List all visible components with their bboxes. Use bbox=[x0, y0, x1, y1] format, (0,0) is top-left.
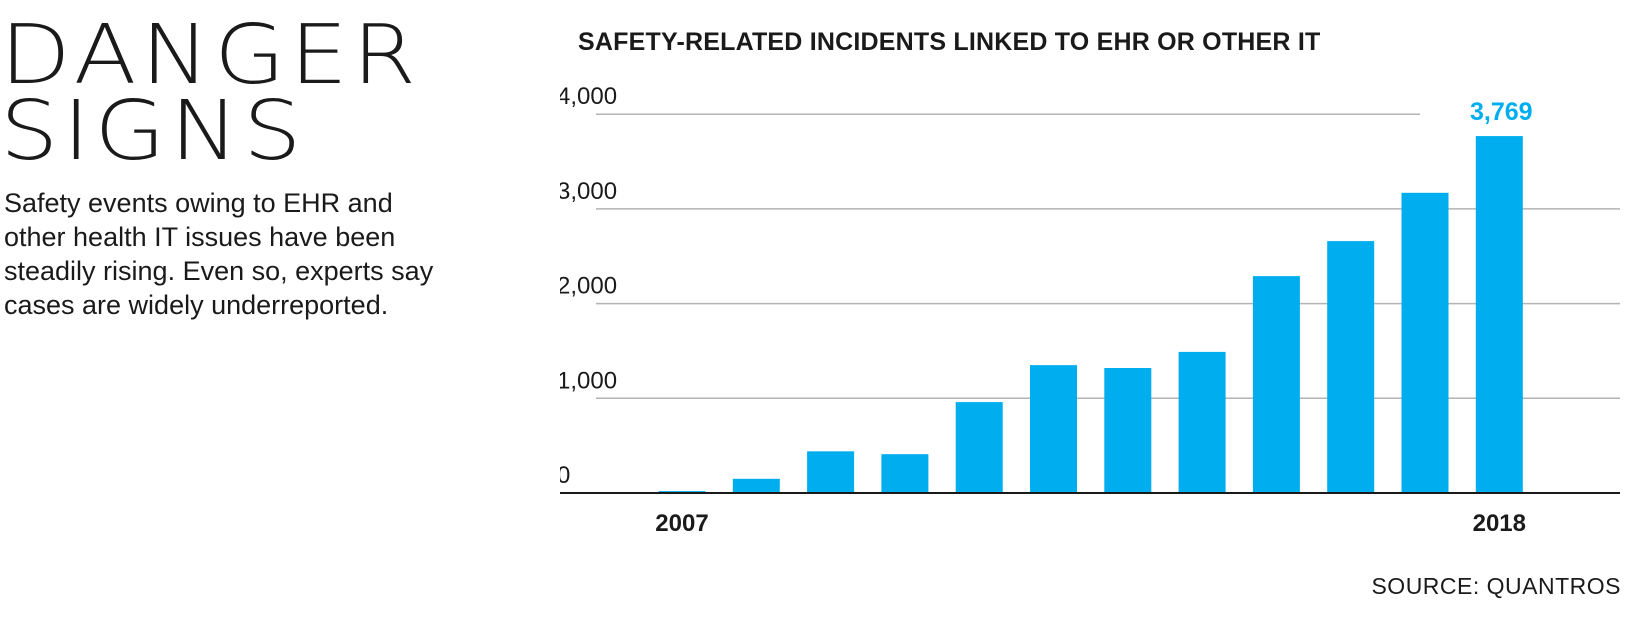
source-note: SOURCE: QUANTROS bbox=[1371, 573, 1621, 599]
y-tick-label: 0 bbox=[560, 462, 570, 489]
bar bbox=[1178, 351, 1226, 493]
x-tick-label: 2018 bbox=[1473, 510, 1526, 537]
headline-line-1: DANGER bbox=[0, 8, 421, 103]
data-label: 3,769 bbox=[1470, 98, 1533, 126]
y-tick-label: 2,000 bbox=[560, 273, 617, 300]
bar bbox=[1475, 136, 1523, 494]
y-tick-label: 4,000 bbox=[560, 83, 617, 110]
bar bbox=[1401, 192, 1449, 493]
bar bbox=[732, 478, 780, 493]
bar bbox=[1104, 367, 1152, 493]
deck-text: Safety events owing to EHR and other hea… bbox=[4, 188, 434, 320]
bar bbox=[955, 402, 1003, 493]
bar bbox=[881, 454, 929, 493]
bar bbox=[1030, 365, 1077, 493]
chart-title: SAFETY-RELATED INCIDENTS LINKED TO EHR O… bbox=[578, 28, 1321, 56]
bar bbox=[1252, 276, 1300, 493]
bar-chart: 0 1,000 2,000 3,000 4,000 2007 3,769 2018 bbox=[560, 83, 1620, 537]
y-tick-label: 1,000 bbox=[560, 367, 617, 394]
x-tick-label: 2007 bbox=[655, 510, 708, 537]
bar bbox=[1327, 241, 1375, 493]
y-tick-label: 3,000 bbox=[560, 178, 617, 205]
headline-line-2: SIGNS bbox=[0, 84, 306, 179]
bar bbox=[807, 451, 855, 493]
headline: DANGER SIGNS bbox=[0, 8, 421, 179]
